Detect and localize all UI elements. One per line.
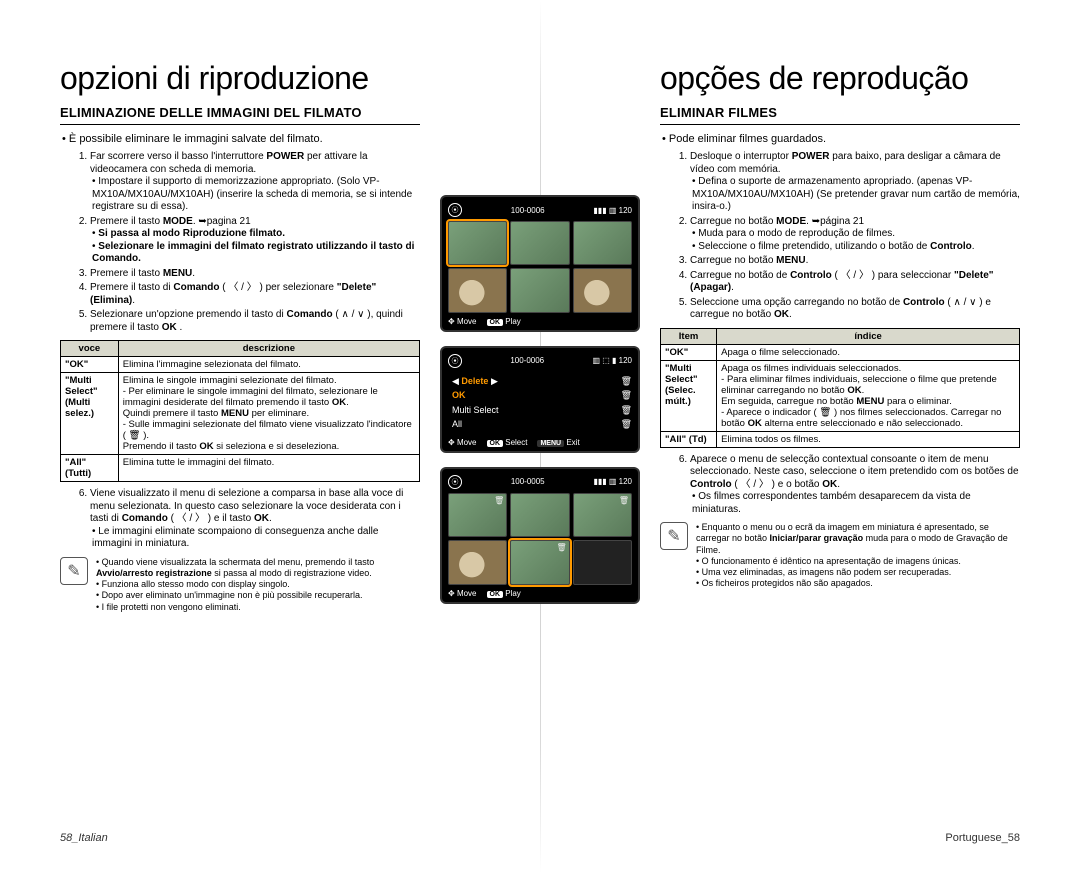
movie-icon: ⦿ [448,354,462,368]
left-table: vocedescrizione "OK"Elimina l'immagine s… [60,340,420,482]
trash-icon: 🗑 [621,388,632,402]
counter: 100-0006 [511,206,545,215]
battery-icon: ▥ ⬚ ▮ 120 [592,356,632,365]
trash-icon: 🗑 [621,417,632,431]
right-steps: Desloque o interruptor POWER para baixo,… [660,151,1020,322]
counter: 100-0005 [511,477,545,486]
thumb [573,221,632,265]
select-hint: Select [505,438,527,447]
left-step-2: Premere il tasto MODE. ➥pagina 21Si pass… [90,216,420,266]
menu-delete: Delete [461,376,488,386]
td: "All" (Tutti) [61,455,119,482]
thumb [448,221,507,265]
cam-screen-3: ⦿ 100-0005 ▮▮▮ ▥ 120 🗑 🗑 🗑 ✥ Move OK Pla… [440,467,640,604]
movie-icon: ⦿ [448,475,462,489]
th: descrizione [118,341,419,357]
left-step6: Viene visualizzato il menu di selezione … [60,488,420,551]
footer-left: 58_Italian [60,832,108,844]
move-hint: ✥ Move [448,317,477,326]
trash-icon: 🗑 [619,496,629,505]
td: "OK" [661,344,717,360]
right-step6: Aparece o menu de selecção contextual co… [660,454,1020,517]
thumb [448,268,507,312]
right-intro: Pode eliminar filmes guardados. [674,133,1020,145]
thumb: 🗑 [510,540,569,584]
battery-icon: ▮▮▮ ▥ 120 [593,477,632,486]
thumb [510,268,569,312]
thumb: 🗑 [448,493,507,537]
camera-screenshots: ⦿ 100-0006 ▮▮▮ ▥ 120 ✥ Move OK Play ⦿ 10… [440,195,640,604]
td: Apaga o filme seleccionado. [717,344,1020,360]
ok-tag: OK [487,319,504,326]
play-hint: Play [505,589,521,598]
left-title: opzioni di riproduzione [60,60,420,97]
left-intro: È possibile eliminare le immagini salvat… [74,133,420,145]
right-step-5: Seleccione uma opção carregando no botão… [690,297,1020,322]
trash-icon: 🗑 [494,496,504,505]
left-notes: ✎ Quando viene visualizzata la schermata… [60,557,420,613]
page-spread: opzioni di riproduzione ELIMINAZIONE DEL… [0,0,1080,874]
note-icon: ✎ [60,557,88,585]
thumb [510,221,569,265]
right-step-1: Desloque o interruptor POWER para baixo,… [690,151,1020,214]
right-step-4: Carregue no botão de Controlo ( 〈 / 〉 ) … [690,270,1020,295]
trash-icon: 🗑 [557,543,567,552]
td: Elimina todos os filmes. [717,431,1020,447]
th: Item [661,328,717,344]
left-note-list: Quando viene visualizzata la schermata d… [96,557,420,613]
td: Elimina l'immagine selezionata del filma… [118,357,419,373]
right-subtitle: ELIMINAR FILMES [660,105,1020,125]
thumb [573,540,632,584]
trash-icon: 🗑 [621,403,632,417]
right-step-2: Carregue no botão MODE. ➥página 21Muda p… [690,216,1020,254]
menu-multiselect: Multi Select [452,403,499,417]
right-table: Itemíndice "OK"Apaga o filme seleccionad… [660,328,1020,448]
left-step-3: Premere il tasto MENU. [90,268,420,281]
left-subtitle: ELIMINAZIONE DELLE IMMAGINI DEL FILMATO [60,105,420,125]
movie-icon: ⦿ [448,203,462,217]
thumb [573,268,632,312]
exit-hint: Exit [566,438,579,447]
right-notes: ✎ Enquanto o menu ou o ecrã da imagem em… [660,522,1020,590]
left-steps: Far scorrere verso il basso l'interrutto… [60,151,420,334]
td: Elimina le singole immagini selezionate … [118,373,419,455]
thumb: 🗑 [573,493,632,537]
menu-ok: OK [452,388,466,402]
left-step-5: Selezionare un'opzione premendo il tasto… [90,309,420,334]
play-hint: Play [505,317,521,326]
th: voce [61,341,119,357]
td: "All" (Td) [661,431,717,447]
th: índice [717,328,1020,344]
left-step-1: Far scorrere verso il basso l'interrutto… [90,151,420,214]
move-hint: Move [457,589,477,598]
note-icon: ✎ [660,522,688,550]
menu-all: All [452,417,462,431]
right-title: opções de reprodução [660,60,1020,97]
cam-screen-1: ⦿ 100-0006 ▮▮▮ ▥ 120 ✥ Move OK Play [440,195,640,332]
counter: 100-0006 [510,356,544,365]
right-note-list: Enquanto o menu ou o ecrã da imagem em m… [696,522,1020,590]
left-step-4: Premere il tasto di Comando ( 〈 / 〉 ) pe… [90,282,420,307]
td: "Multi Select"(Selec. múlt.) [661,360,717,431]
battery-icon: ▮▮▮ ▥ 120 [593,206,632,215]
thumb [510,493,569,537]
move-hint: Move [457,438,477,447]
td: "OK" [61,357,119,373]
cam-screen-2: ⦿ 100-0006 ▥ ⬚ ▮ 120 ◀ Delete ▶🗑 OK🗑 Mul… [440,346,640,453]
footer-right: Portuguese_58 [945,832,1020,844]
trash-icon: 🗑 [621,374,632,388]
right-step-3: Carregue no botão MENU. [690,255,1020,268]
td: Elimina tutte le immagini del filmato. [118,455,419,482]
thumb [448,540,507,584]
td: Apaga os filmes individuais seleccionado… [717,360,1020,431]
td: "Multi Select"(Multi selez.) [61,373,119,455]
